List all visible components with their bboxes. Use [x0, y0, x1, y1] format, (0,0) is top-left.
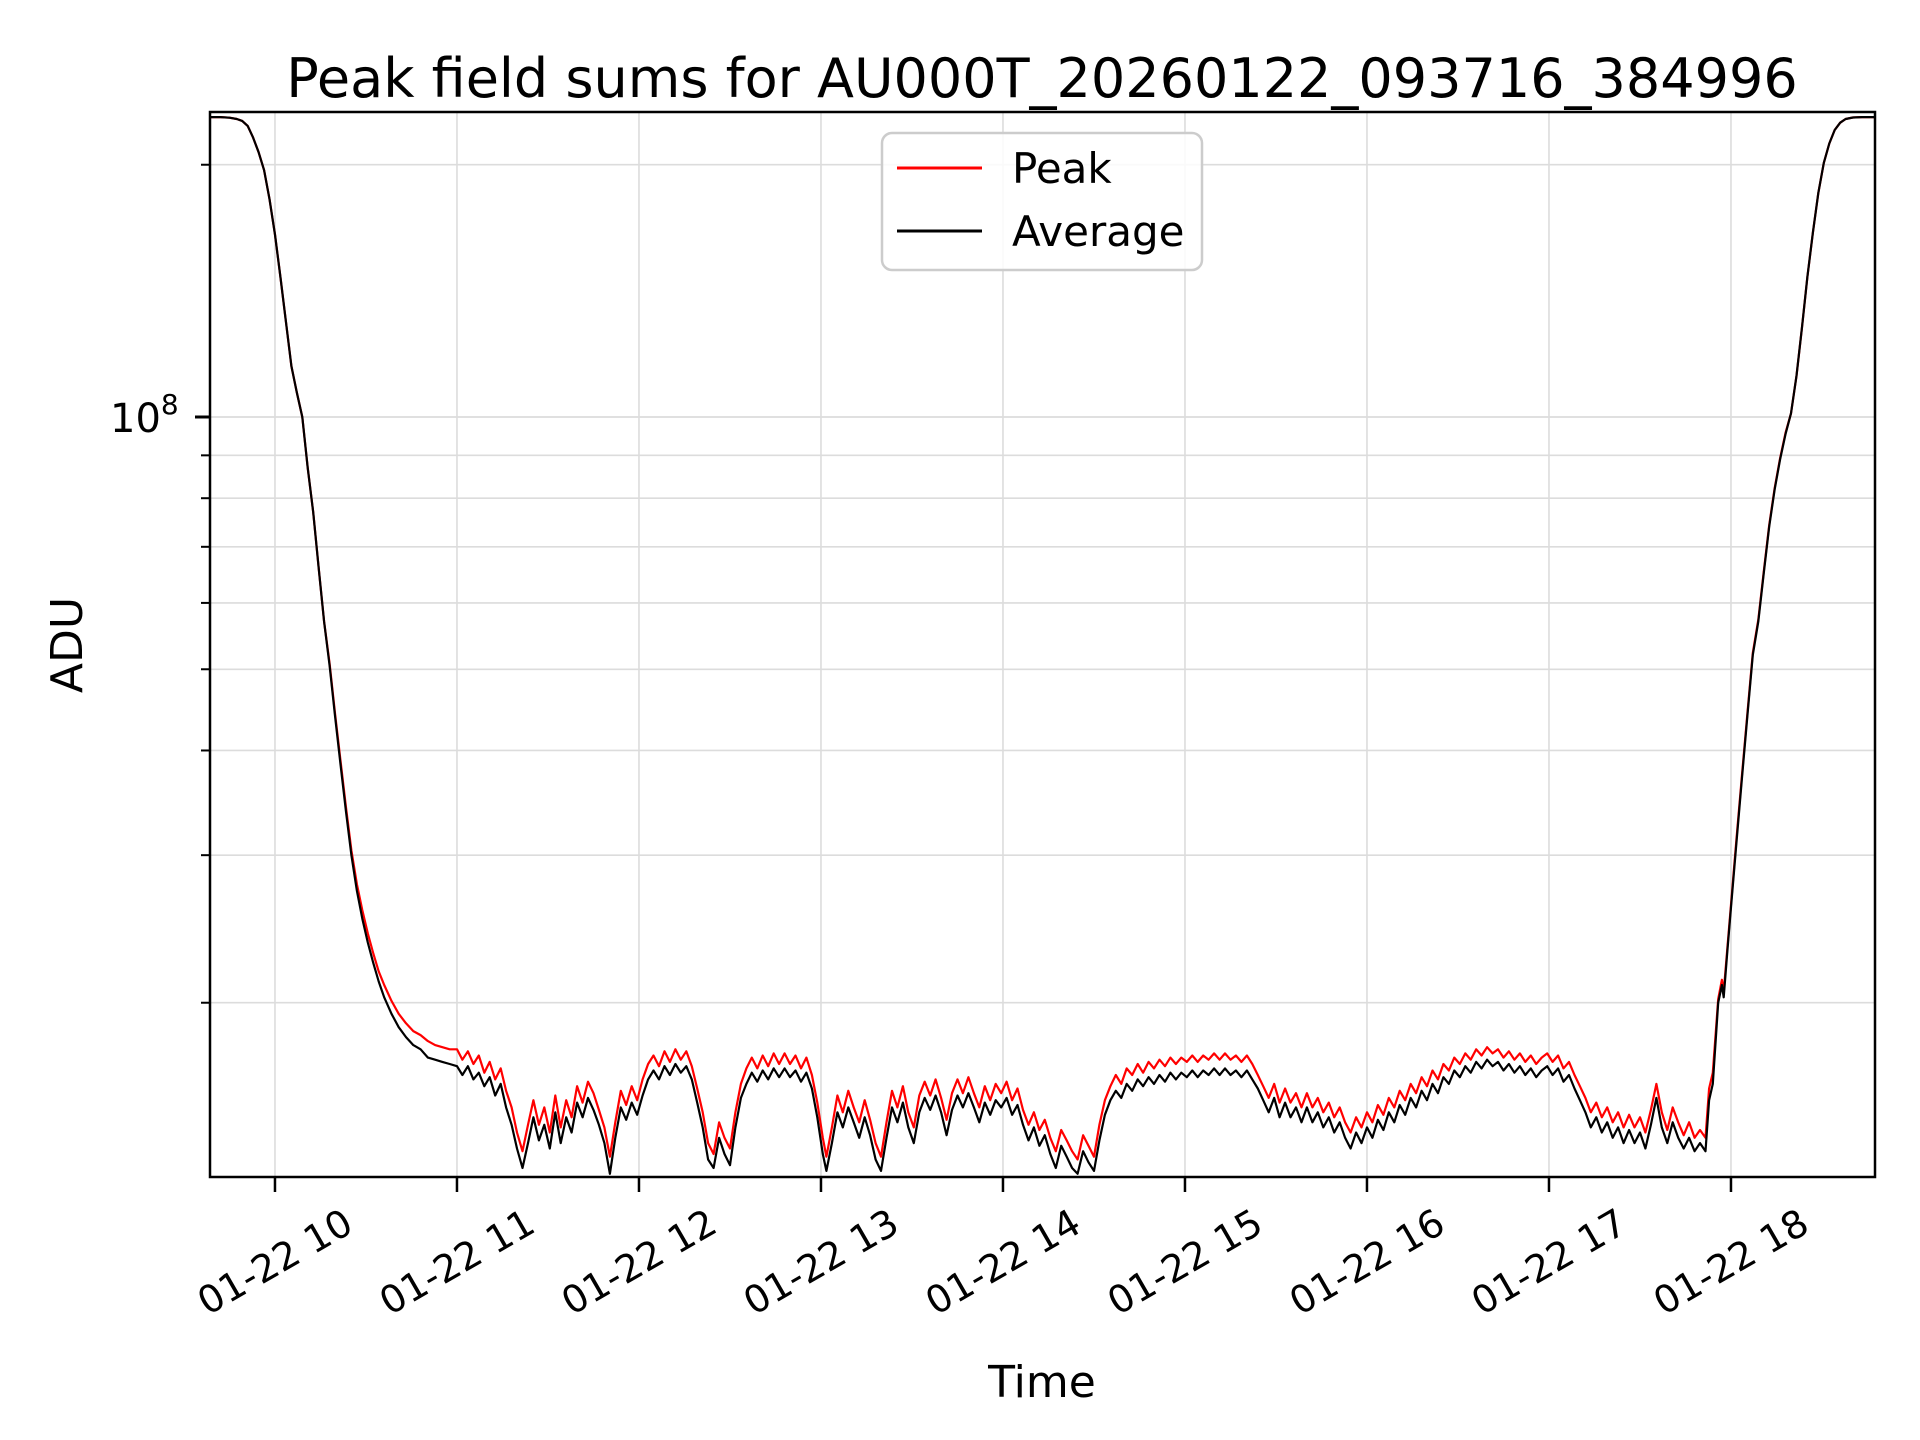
series-line-average	[210, 116, 1875, 1175]
legend: Peak Average	[880, 131, 1204, 272]
legend-label-peak: Peak	[1012, 144, 1112, 193]
series-line-peak	[210, 116, 1875, 1161]
legend-label-average: Average	[1012, 207, 1184, 256]
gridlines	[210, 112, 1875, 1177]
chart-title: Peak field sums for AU000T_20260122_0937…	[286, 47, 1797, 110]
yaxis-label: ADU	[42, 597, 93, 693]
xaxis-label: Time	[987, 1357, 1096, 1408]
axes-spines	[208, 110, 1877, 1179]
plot-area	[210, 112, 1875, 1177]
ytick-label-1e8: 108	[110, 388, 179, 442]
axis-ticks	[195, 163, 1733, 1192]
data-series	[210, 116, 1875, 1175]
